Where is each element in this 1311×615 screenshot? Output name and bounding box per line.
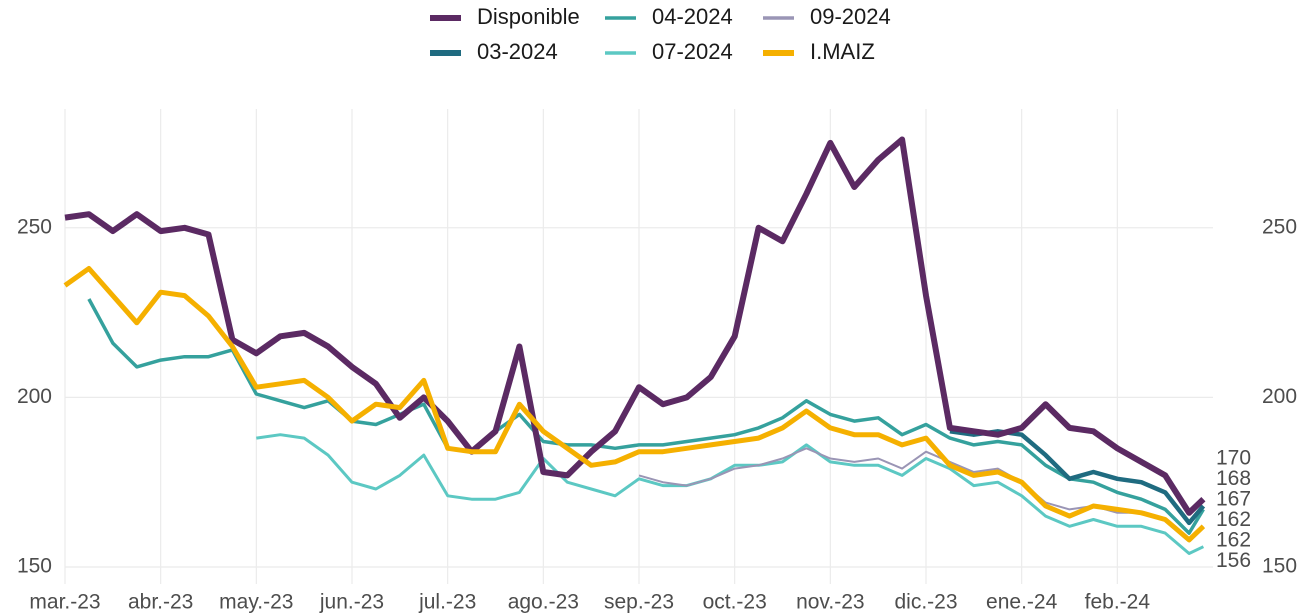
end-label: 167 [1216, 488, 1251, 511]
end-label: 170 [1216, 447, 1251, 470]
end-label: 156 [1216, 549, 1251, 572]
x-tick-label: ene.-24 [986, 591, 1058, 614]
y-tick-label: 150 [17, 555, 52, 578]
y-tick-label: 200 [17, 385, 52, 408]
legend-label: 03-2024 [477, 39, 558, 64]
y2-tick-label: 150 [1262, 555, 1297, 578]
x-tick-label: sep.-23 [604, 591, 674, 614]
x-tick-label: jul.-23 [418, 591, 476, 614]
x-tick-label: mar.-23 [29, 591, 100, 614]
x-tick-label: may.-23 [219, 591, 293, 614]
series-line [256, 433, 1205, 555]
legend-label: 04-2024 [652, 4, 733, 29]
legend-label: 09-2024 [810, 4, 891, 29]
y2-tick-label: 200 [1262, 385, 1297, 408]
x-tick-label: jun.-23 [319, 591, 384, 614]
x-tick-label: feb.-24 [1085, 591, 1151, 614]
y-tick-label: 250 [17, 215, 52, 238]
series-line [64, 136, 1206, 516]
end-label: 162 [1216, 508, 1251, 531]
series-line [63, 266, 1206, 543]
legend: Disponible 03-2024 04-2024 07-2024 09-2024 I.… [430, 4, 891, 64]
x-tick-label: dic.-23 [894, 591, 957, 614]
legend-label: Disponible [477, 4, 580, 29]
end-label: 162 [1216, 529, 1251, 552]
x-tick-label: abr.-23 [128, 591, 193, 614]
y2-tick-label: 250 [1262, 215, 1297, 238]
x-tick-label: nov.-23 [796, 591, 865, 614]
series-line [638, 447, 1205, 541]
x-tick-label: ago.-23 [508, 591, 579, 614]
x-tick-label: oct.-23 [703, 591, 767, 614]
end-label: 168 [1216, 467, 1251, 490]
legend-label: I.MAIZ [810, 39, 875, 64]
legend-label: 07-2024 [652, 39, 733, 64]
series-line [87, 298, 1205, 535]
